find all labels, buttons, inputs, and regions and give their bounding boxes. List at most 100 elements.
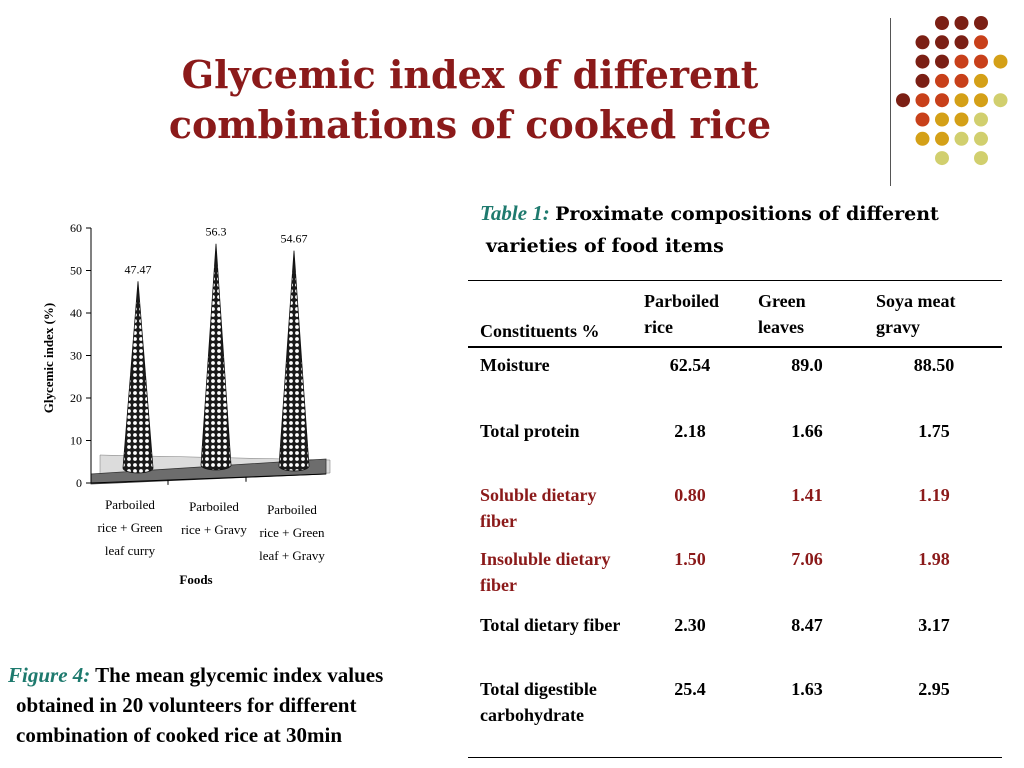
- data-label: 56.3: [206, 225, 227, 239]
- x-category-label: leaf curry: [105, 543, 156, 558]
- y-tick-label: 30: [70, 349, 82, 363]
- decorative-dot: [915, 112, 930, 127]
- x-axis-line: [90, 473, 327, 484]
- y-tick-label: 60: [70, 221, 82, 235]
- decorative-dot-grid: [896, 16, 1008, 166]
- slide-title: Glycemic index of different combinations…: [120, 50, 820, 150]
- decorative-dot: [974, 73, 988, 88]
- glycemic-index-chart: 0 10 20 30 40 50 60 Glycemic index (%) 47.47 56.3…: [41, 221, 331, 587]
- table-row-label: Moisture: [480, 355, 550, 375]
- decorative-dot: [954, 131, 969, 146]
- decorative-dot: [993, 54, 1008, 69]
- decorative-dot: [974, 16, 988, 30]
- cone-bar: [278, 250, 310, 472]
- y-tick-label: 0: [76, 476, 82, 490]
- y-tick-label: 10: [70, 434, 82, 448]
- x-category-label: Parboiled: [105, 497, 155, 512]
- table-header-soya-meat-gravy: Soya meat gravy: [876, 291, 956, 337]
- table-cell: 2.95: [918, 679, 950, 699]
- x-category-label: leaf + Gravy: [259, 548, 325, 563]
- table-top-rule: [468, 280, 1002, 281]
- x-category-label: rice + Gravy: [181, 522, 247, 537]
- table-header-rule: [468, 346, 1002, 348]
- table-cell: 1.50: [674, 549, 706, 569]
- x-category-label: rice + Green: [259, 525, 325, 540]
- decorative-dot: [935, 151, 949, 166]
- decorative-dot: [974, 112, 988, 127]
- x-category-label: Parboiled: [267, 502, 317, 517]
- table-row-label: Soluble dietary fiber: [480, 485, 597, 531]
- y-tick-label: 40: [70, 306, 82, 320]
- table-cell: 2.18: [674, 421, 706, 441]
- table-header-constituents: Constituents %: [480, 321, 600, 341]
- x-axis-title: Foods: [179, 572, 212, 587]
- decorative-dot: [935, 35, 949, 50]
- decorative-dot: [896, 93, 910, 108]
- decorative-dot: [954, 35, 969, 50]
- decorative-dot: [935, 131, 949, 146]
- cone-bar: [200, 243, 232, 471]
- table-cell: 3.17: [918, 615, 950, 635]
- x-category-label: Parboiled: [189, 499, 239, 514]
- decorative-divider: [890, 18, 891, 186]
- cone-bar: [122, 281, 154, 474]
- decorative-dot: [993, 93, 1008, 108]
- table-row-label: Total protein: [480, 421, 580, 441]
- decorative-dot: [954, 73, 969, 88]
- decorative-dot: [935, 73, 949, 88]
- decorative-dot: [974, 35, 988, 50]
- table-row-label: Total digestible carbohydrate: [480, 679, 597, 725]
- decorative-dot: [974, 54, 988, 69]
- decorative-dot: [935, 93, 949, 108]
- figure-caption-line-3: combination of cooked rice at 30min: [16, 723, 343, 747]
- table-caption-line-1: Proximate compositions of different: [555, 203, 939, 225]
- table-header-green-leaves: Green leaves: [758, 291, 806, 337]
- table-cell: 89.0: [791, 355, 823, 375]
- figure-caption-label: Figure 4:: [8, 663, 91, 687]
- y-tick-label: 50: [70, 264, 82, 278]
- table-cell: 8.47: [791, 615, 823, 635]
- table-cell: 2.30: [674, 615, 706, 635]
- figure-caption-line-2: obtained in 20 volunteers for different: [16, 693, 357, 717]
- table-cell: 1.75: [918, 421, 950, 441]
- table-caption-line-2: varieties of food items: [486, 235, 724, 257]
- table-header-parboiled-rice: Parboiled rice: [644, 291, 719, 337]
- x-category-label: rice + Green: [97, 520, 163, 535]
- table-row-label: Insoluble dietary fiber: [480, 549, 611, 595]
- table-cell: 0.80: [674, 485, 706, 505]
- table-row-label: Total dietary fiber: [480, 615, 621, 635]
- decorative-dot: [954, 16, 969, 30]
- decorative-dot: [954, 54, 969, 69]
- table-cell: 88.50: [913, 355, 955, 375]
- y-tick-label: 20: [70, 391, 82, 405]
- decorative-dot: [935, 16, 949, 30]
- decorative-dot: [915, 54, 930, 69]
- table-cell: 62.54: [669, 355, 711, 375]
- table-cell: 1.19: [918, 485, 950, 505]
- table-caption: Table 1: Proximate compositions of diffe…: [480, 198, 1020, 262]
- table-cell: 25.4: [674, 679, 706, 699]
- data-label: 54.67: [281, 232, 308, 246]
- table-cell: 1.63: [791, 679, 823, 699]
- decorative-dot: [915, 35, 930, 50]
- decorative-dot: [974, 131, 988, 146]
- y-axis-title: Glycemic index (%): [41, 303, 56, 413]
- table-cell: 1.66: [791, 421, 823, 441]
- table-caption-label: Table 1:: [480, 201, 550, 225]
- decorative-dot: [974, 151, 988, 166]
- decorative-dot: [935, 112, 949, 127]
- table-cell: 1.98: [918, 549, 950, 569]
- slide-title-line-1: Glycemic index of different: [181, 52, 759, 97]
- table-cell: 7.06: [791, 549, 823, 569]
- decorative-dot: [915, 131, 930, 146]
- decorative-dot: [915, 73, 930, 88]
- decorative-dot: [954, 93, 969, 108]
- table-bottom-rule: [468, 757, 1002, 758]
- data-label: 47.47: [125, 262, 152, 276]
- decorative-dot: [935, 54, 949, 69]
- figure-caption: Figure 4: The mean glycemic index values…: [8, 660, 478, 750]
- decorative-dot: [974, 93, 988, 108]
- table-cell: 1.41: [791, 485, 823, 505]
- figure-caption-line-1: The mean glycemic index values: [95, 663, 384, 687]
- decorative-dot: [915, 93, 930, 108]
